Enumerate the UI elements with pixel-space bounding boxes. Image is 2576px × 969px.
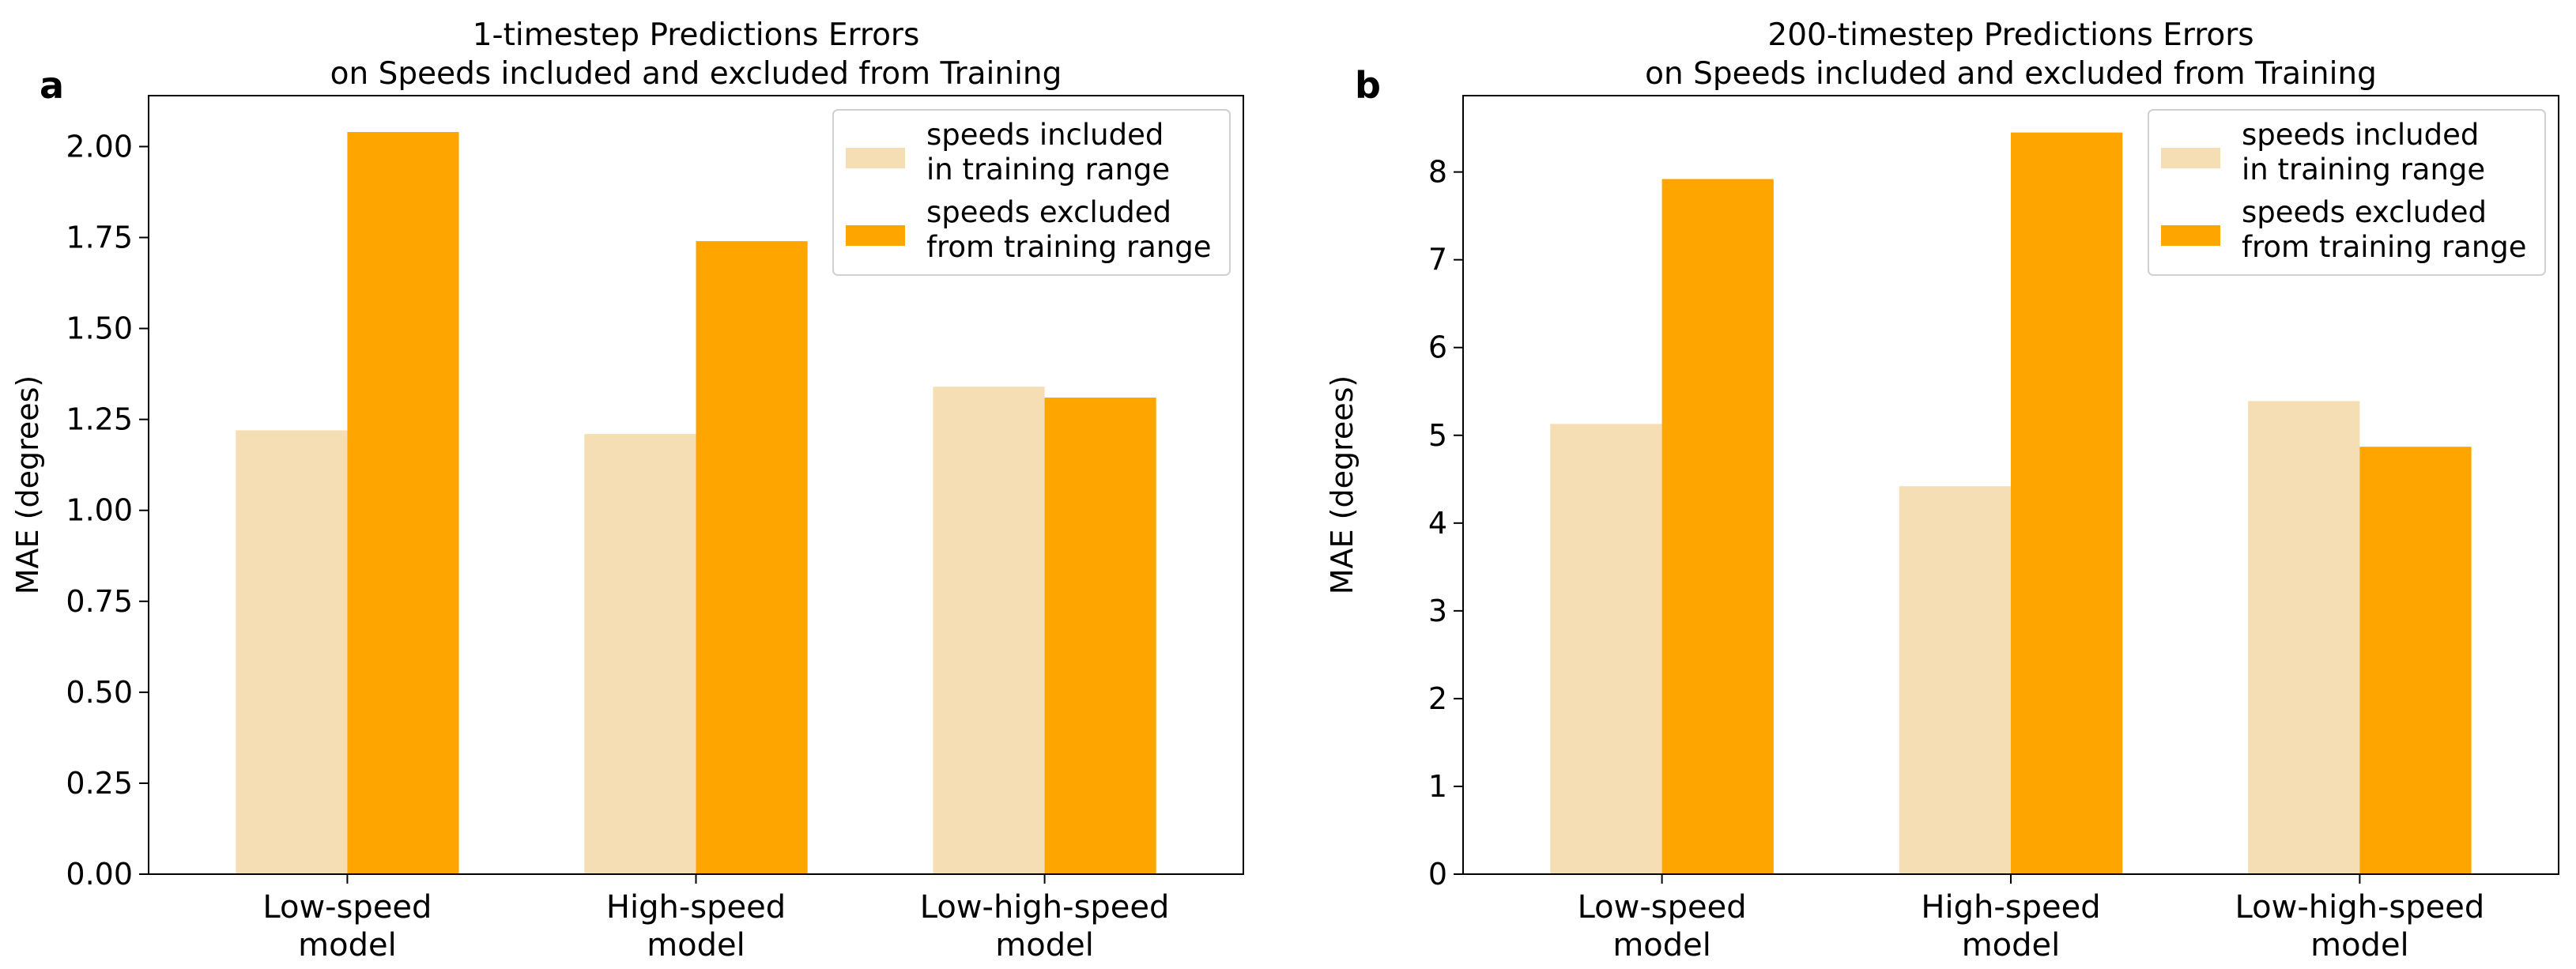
- y-tick-label: 5: [1428, 418, 1447, 453]
- bar-included-0: [236, 430, 348, 874]
- y-tick-label: 1: [1428, 769, 1447, 804]
- y-tick-label: 2: [1428, 681, 1447, 716]
- bar-excluded-2: [2359, 447, 2472, 874]
- legend-swatch-excluded: [846, 225, 905, 246]
- legend-box: [832, 109, 1231, 276]
- x-tick-label: High-speed: [606, 889, 786, 926]
- y-tick-label: 7: [1428, 243, 1447, 277]
- legend-label: speeds excluded: [926, 195, 1171, 229]
- x-tick-label: model: [647, 927, 745, 963]
- bar-included-2: [933, 386, 1045, 874]
- legend-box: [2148, 109, 2546, 276]
- y-tick-label: 4: [1428, 506, 1447, 541]
- y-tick-label: 3: [1428, 594, 1447, 628]
- y-tick-label: 0.50: [66, 675, 133, 710]
- y-tick-label: 0: [1428, 857, 1447, 892]
- bar-included-1: [584, 434, 696, 874]
- y-tick-label: 1.50: [66, 311, 133, 346]
- x-tick-label: model: [1962, 927, 2061, 963]
- x-tick-label: Low-high-speed: [920, 889, 1170, 926]
- legend-swatch-excluded: [2161, 225, 2220, 246]
- y-axis-label: MAE (degrees): [1325, 375, 1360, 595]
- y-tick-label: 0.25: [66, 766, 133, 801]
- legend-label: speeds included: [926, 118, 1164, 152]
- x-tick-label: model: [298, 927, 397, 963]
- x-tick-label: Low-speed: [262, 889, 432, 926]
- x-tick-label: High-speed: [1921, 889, 2100, 926]
- bar-excluded-1: [696, 241, 808, 874]
- legend-label: speeds excluded: [2242, 195, 2487, 229]
- y-tick-label: 6: [1428, 330, 1447, 365]
- y-tick-label: 1.00: [66, 493, 133, 528]
- y-tick-label: 1.25: [66, 402, 133, 437]
- bar-excluded-0: [347, 132, 459, 875]
- chart-title-line: on Speeds included and excluded from Tra…: [330, 56, 1062, 92]
- y-tick-label: 8: [1428, 155, 1447, 190]
- bar-excluded-0: [1661, 179, 1774, 875]
- bar-excluded-2: [1044, 398, 1156, 874]
- legend-label: in training range: [2242, 153, 2485, 187]
- x-tick-label: Low-speed: [1578, 889, 1747, 926]
- legend-label: from training range: [2242, 230, 2527, 264]
- panel-letter: b: [1355, 64, 1381, 107]
- x-tick-label: model: [995, 927, 1094, 963]
- y-tick-label: 2.00: [66, 129, 133, 164]
- bar-included-1: [1899, 486, 2011, 874]
- y-tick-label: 0.00: [66, 857, 133, 892]
- legend-label: in training range: [926, 153, 1170, 187]
- x-tick-label: model: [2310, 927, 2409, 963]
- y-axis-label: MAE (degrees): [10, 375, 45, 595]
- legend-label: speeds included: [2242, 118, 2479, 152]
- chart-title-line: 1-timestep Predictions Errors: [473, 17, 920, 53]
- x-tick-label: model: [1612, 927, 1711, 963]
- x-tick-label: Low-high-speed: [2235, 889, 2485, 926]
- legend-swatch-included: [2161, 148, 2220, 168]
- legend-swatch-included: [846, 148, 905, 168]
- chart-title-line: on Speeds included and excluded from Tra…: [1645, 56, 2377, 92]
- bar-excluded-1: [2011, 132, 2123, 874]
- bar-included-0: [1550, 424, 1662, 874]
- legend-label: from training range: [926, 230, 1212, 264]
- y-tick-label: 0.75: [66, 584, 133, 619]
- y-tick-label: 1.75: [66, 221, 133, 255]
- panel-letter: a: [40, 64, 64, 107]
- bar-included-2: [2248, 401, 2360, 874]
- chart-title-line: 200-timestep Predictions Errors: [1767, 17, 2254, 53]
